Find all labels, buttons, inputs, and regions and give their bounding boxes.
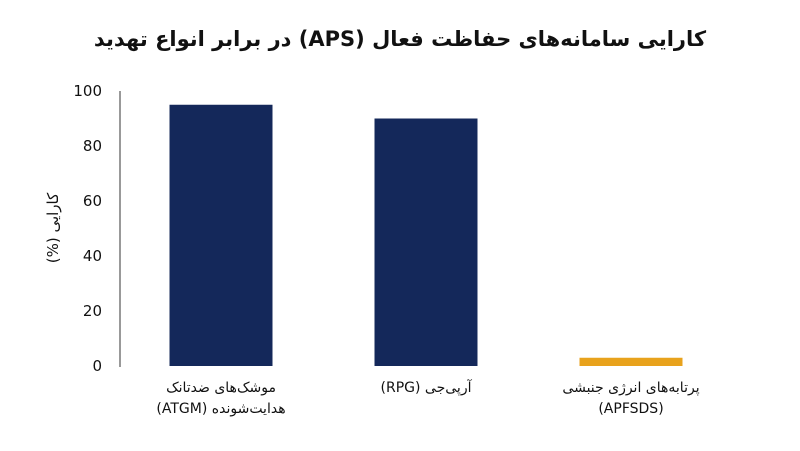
bar bbox=[169, 104, 273, 366]
chart-title: کارایی سامانه‌های حفاظت فعال (APS) در بر… bbox=[94, 27, 707, 51]
y-tick-label: 60 bbox=[83, 192, 102, 210]
y-axis-label: کارایی (%) bbox=[44, 192, 62, 263]
y-tick-label: 0 bbox=[92, 357, 102, 375]
x-category-label-line: آرپی‌جی (RPG) bbox=[381, 379, 473, 396]
y-tick-label: 40 bbox=[83, 247, 102, 265]
x-category-label-line: پرتابه‌های انرژی جنبشی bbox=[562, 380, 699, 396]
y-axis-ticks: 0 20 40 60 80 100 bbox=[73, 82, 102, 375]
x-category-label-line: (APFSDS) bbox=[598, 401, 663, 417]
y-tick-label: 80 bbox=[83, 137, 102, 155]
bars-group bbox=[169, 104, 683, 366]
x-category-label: موشک‌های ضدتانک هدایت‌شونده (ATGM) bbox=[156, 380, 285, 417]
x-category-label: پرتابه‌های انرژی جنبشی (APFSDS) bbox=[562, 380, 699, 417]
bar bbox=[579, 357, 683, 366]
y-tick-label: 100 bbox=[73, 82, 102, 100]
x-category-label: آرپی‌جی (RPG) bbox=[381, 379, 473, 396]
y-tick-label: 20 bbox=[83, 302, 102, 320]
bar bbox=[374, 118, 478, 366]
x-category-label-line: موشک‌های ضدتانک bbox=[166, 380, 276, 396]
x-axis-labels: موشک‌های ضدتانک هدایت‌شونده (ATGM) آرپی‌جی… bbox=[156, 379, 699, 417]
x-category-label-line: هدایت‌شونده (ATGM) bbox=[156, 401, 285, 417]
